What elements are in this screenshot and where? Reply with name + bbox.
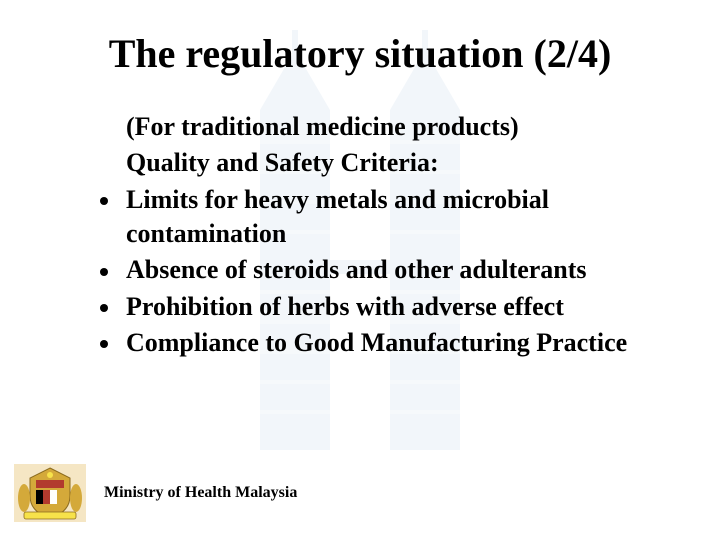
bullet-text: Absence of steroids and other adulterant…: [126, 255, 587, 284]
bullet-icon: [100, 304, 108, 312]
bullet-icon: [100, 197, 108, 205]
bullet-icon: [100, 340, 108, 348]
bullet-item: Prohibition of herbs with adverse effect: [100, 290, 680, 324]
bullet-text: Prohibition of herbs with adverse effect: [126, 292, 564, 321]
bullet-icon: [100, 268, 108, 276]
intro-line-1: (For traditional medicine products): [126, 110, 680, 144]
bullet-item: Compliance to Good Manufacturing Practic…: [100, 326, 680, 360]
slide-title: The regulatory situation (2/4): [0, 30, 720, 77]
crest-icon: [14, 464, 86, 522]
intro-line-2: Quality and Safety Criteria:: [126, 146, 680, 180]
bullet-item: Limits for heavy metals and microbial co…: [100, 183, 680, 252]
bullet-item: Absence of steroids and other adulterant…: [100, 253, 680, 287]
slide-body: (For traditional medicine products) Qual…: [100, 110, 680, 362]
bullet-text: Limits for heavy metals and microbial co…: [126, 185, 549, 248]
footer-text: Ministry of Health Malaysia: [104, 484, 297, 502]
bullet-text: Compliance to Good Manufacturing Practic…: [126, 328, 627, 357]
slide-footer: Ministry of Health Malaysia: [14, 464, 297, 522]
